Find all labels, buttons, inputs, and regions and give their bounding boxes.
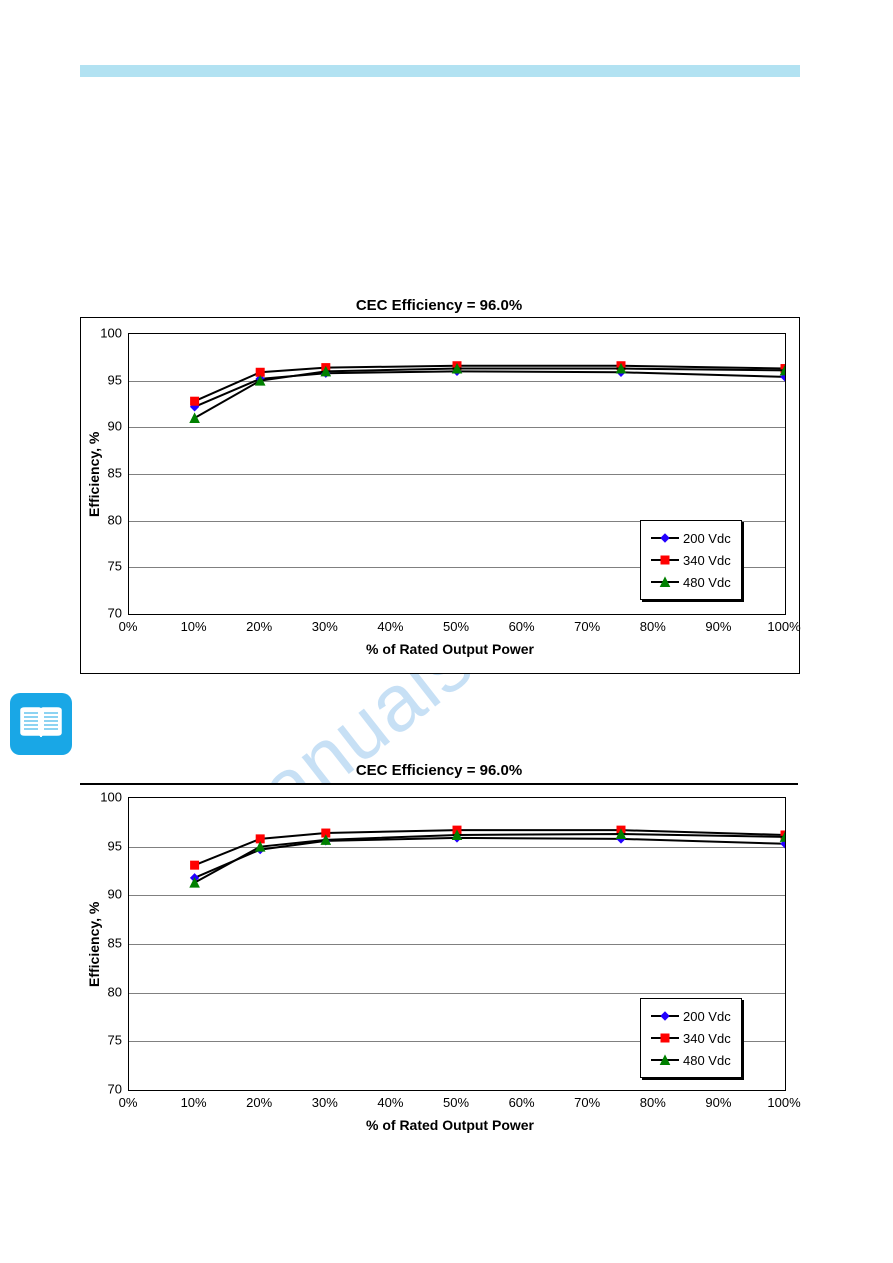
legend-item: 200 Vdc <box>651 1005 731 1027</box>
header-rule <box>80 65 800 77</box>
y-tick: 75 <box>92 1033 122 1048</box>
x-tick: 60% <box>501 1095 543 1110</box>
legend: 200 Vdc 340 Vdc 480 Vdc <box>640 520 742 600</box>
x-tick: 80% <box>632 1095 674 1110</box>
y-axis-label: Efficiency, % <box>86 902 102 987</box>
legend-label: 200 Vdc <box>683 1009 731 1024</box>
x-tick: 90% <box>697 1095 739 1110</box>
book-icon <box>19 707 63 741</box>
x-tick: 80% <box>632 619 674 634</box>
x-axis-label: % of Rated Output Power <box>366 1117 534 1133</box>
x-tick: 50% <box>435 1095 477 1110</box>
x-tick: 10% <box>173 1095 215 1110</box>
x-tick: 70% <box>566 619 608 634</box>
legend-item: 340 Vdc <box>651 1027 731 1049</box>
y-axis-label: Efficiency, % <box>86 432 102 517</box>
x-tick: 30% <box>304 1095 346 1110</box>
y-tick: 100 <box>92 326 122 341</box>
x-tick: 10% <box>173 619 215 634</box>
legend-item: 200 Vdc <box>651 527 731 549</box>
legend-item: 480 Vdc <box>651 1049 731 1071</box>
x-tick: 70% <box>566 1095 608 1110</box>
y-tick: 70 <box>92 606 122 621</box>
legend: 200 Vdc 340 Vdc 480 Vdc <box>640 998 742 1078</box>
x-tick: 100% <box>763 619 805 634</box>
legend-label: 340 Vdc <box>683 1031 731 1046</box>
y-tick: 100 <box>92 790 122 805</box>
x-tick: 30% <box>304 619 346 634</box>
y-tick: 95 <box>92 838 122 853</box>
chart-title: CEC Efficiency = 96.0% <box>80 297 798 314</box>
book-tab[interactable] <box>10 693 72 755</box>
legend-item: 340 Vdc <box>651 549 731 571</box>
legend-label: 480 Vdc <box>683 1053 731 1068</box>
chart-title: CEC Efficiency = 96.0% <box>80 762 798 779</box>
y-tick: 90 <box>92 887 122 902</box>
legend-item: 480 Vdc <box>651 571 731 593</box>
legend-label: 480 Vdc <box>683 575 731 590</box>
x-tick: 40% <box>369 1095 411 1110</box>
y-tick: 70 <box>92 1082 122 1097</box>
x-tick: 20% <box>238 619 280 634</box>
legend-label: 340 Vdc <box>683 553 731 568</box>
x-tick: 90% <box>697 619 739 634</box>
y-tick: 75 <box>92 559 122 574</box>
x-tick: 20% <box>238 1095 280 1110</box>
x-tick: 0% <box>107 619 149 634</box>
x-axis-label: % of Rated Output Power <box>366 641 534 657</box>
y-tick: 95 <box>92 372 122 387</box>
x-tick: 60% <box>501 619 543 634</box>
legend-label: 200 Vdc <box>683 531 731 546</box>
x-tick: 40% <box>369 619 411 634</box>
x-tick: 50% <box>435 619 477 634</box>
x-tick: 100% <box>763 1095 805 1110</box>
x-tick: 0% <box>107 1095 149 1110</box>
